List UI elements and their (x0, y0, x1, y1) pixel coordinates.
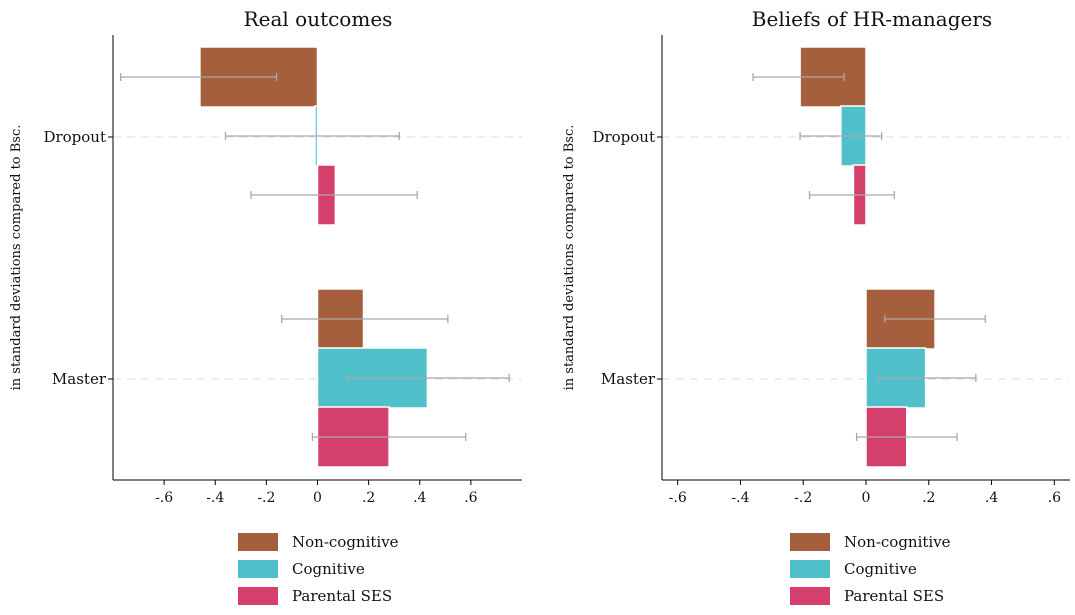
legend-swatch (238, 533, 278, 551)
error-bar (752, 73, 845, 81)
error-bar (877, 374, 977, 382)
error-bar (347, 374, 510, 382)
legend-swatch (790, 587, 830, 605)
y-axis-label: in standard deviations compared to Bsc. (9, 125, 24, 391)
error-bar (799, 132, 883, 140)
chart-panel-2: Beliefs of HR-managers in standard deviat… (562, 7, 1070, 605)
legend-swatch (790, 533, 830, 551)
legend-label: Non-cognitive (292, 533, 399, 551)
legend-label: Parental SES (292, 587, 392, 605)
error-bar (250, 191, 418, 199)
x-tick-label: -.4 (206, 490, 224, 506)
chart-title: Real outcomes (244, 7, 393, 31)
y-tick-label: Master (52, 370, 107, 388)
error-bar (808, 191, 895, 199)
x-tick-label: 0 (313, 490, 322, 506)
y-axis-label: in standard deviations compared to Bsc. (562, 125, 577, 391)
chart-title: Beliefs of HR-managers (752, 7, 992, 31)
legend-swatch (790, 560, 830, 578)
x-tick-label: .4 (413, 490, 426, 506)
x-tick-label: -.6 (669, 490, 687, 506)
x-tick-label: .2 (922, 490, 935, 506)
x-tick-label: .4 (985, 490, 998, 506)
error-bar (281, 315, 449, 323)
chart-panel-1: Real outcomes in standard deviations comp… (9, 7, 522, 605)
y-tick-label: Dropout (592, 128, 655, 146)
x-tick-label: -.6 (155, 490, 173, 506)
error-bar (884, 315, 986, 323)
legend-swatch (238, 587, 278, 605)
x-tick-label: -.2 (257, 490, 275, 506)
legend-label: Cognitive (292, 560, 365, 578)
x-tick-label: .6 (1048, 490, 1061, 506)
legend: Non-cognitive Cognitive Parental SES (790, 533, 951, 605)
legend: Non-cognitive Cognitive Parental SES (238, 533, 399, 605)
error-bar (855, 433, 958, 441)
x-tick-label: -.2 (794, 490, 812, 506)
y-tick-label: Dropout (43, 128, 106, 146)
error-bar (120, 73, 278, 81)
legend-label: Non-cognitive (844, 533, 951, 551)
error-bar (224, 132, 400, 140)
x-tick-label: 0 (862, 490, 871, 506)
legend-swatch (238, 560, 278, 578)
legend-label: Cognitive (844, 560, 917, 578)
x-tick-label: .2 (362, 490, 375, 506)
y-tick-label: Master (601, 370, 656, 388)
x-tick-label: .6 (464, 490, 477, 506)
legend-label: Parental SES (844, 587, 944, 605)
error-bar (311, 433, 467, 441)
x-tick-label: -.4 (731, 490, 749, 506)
